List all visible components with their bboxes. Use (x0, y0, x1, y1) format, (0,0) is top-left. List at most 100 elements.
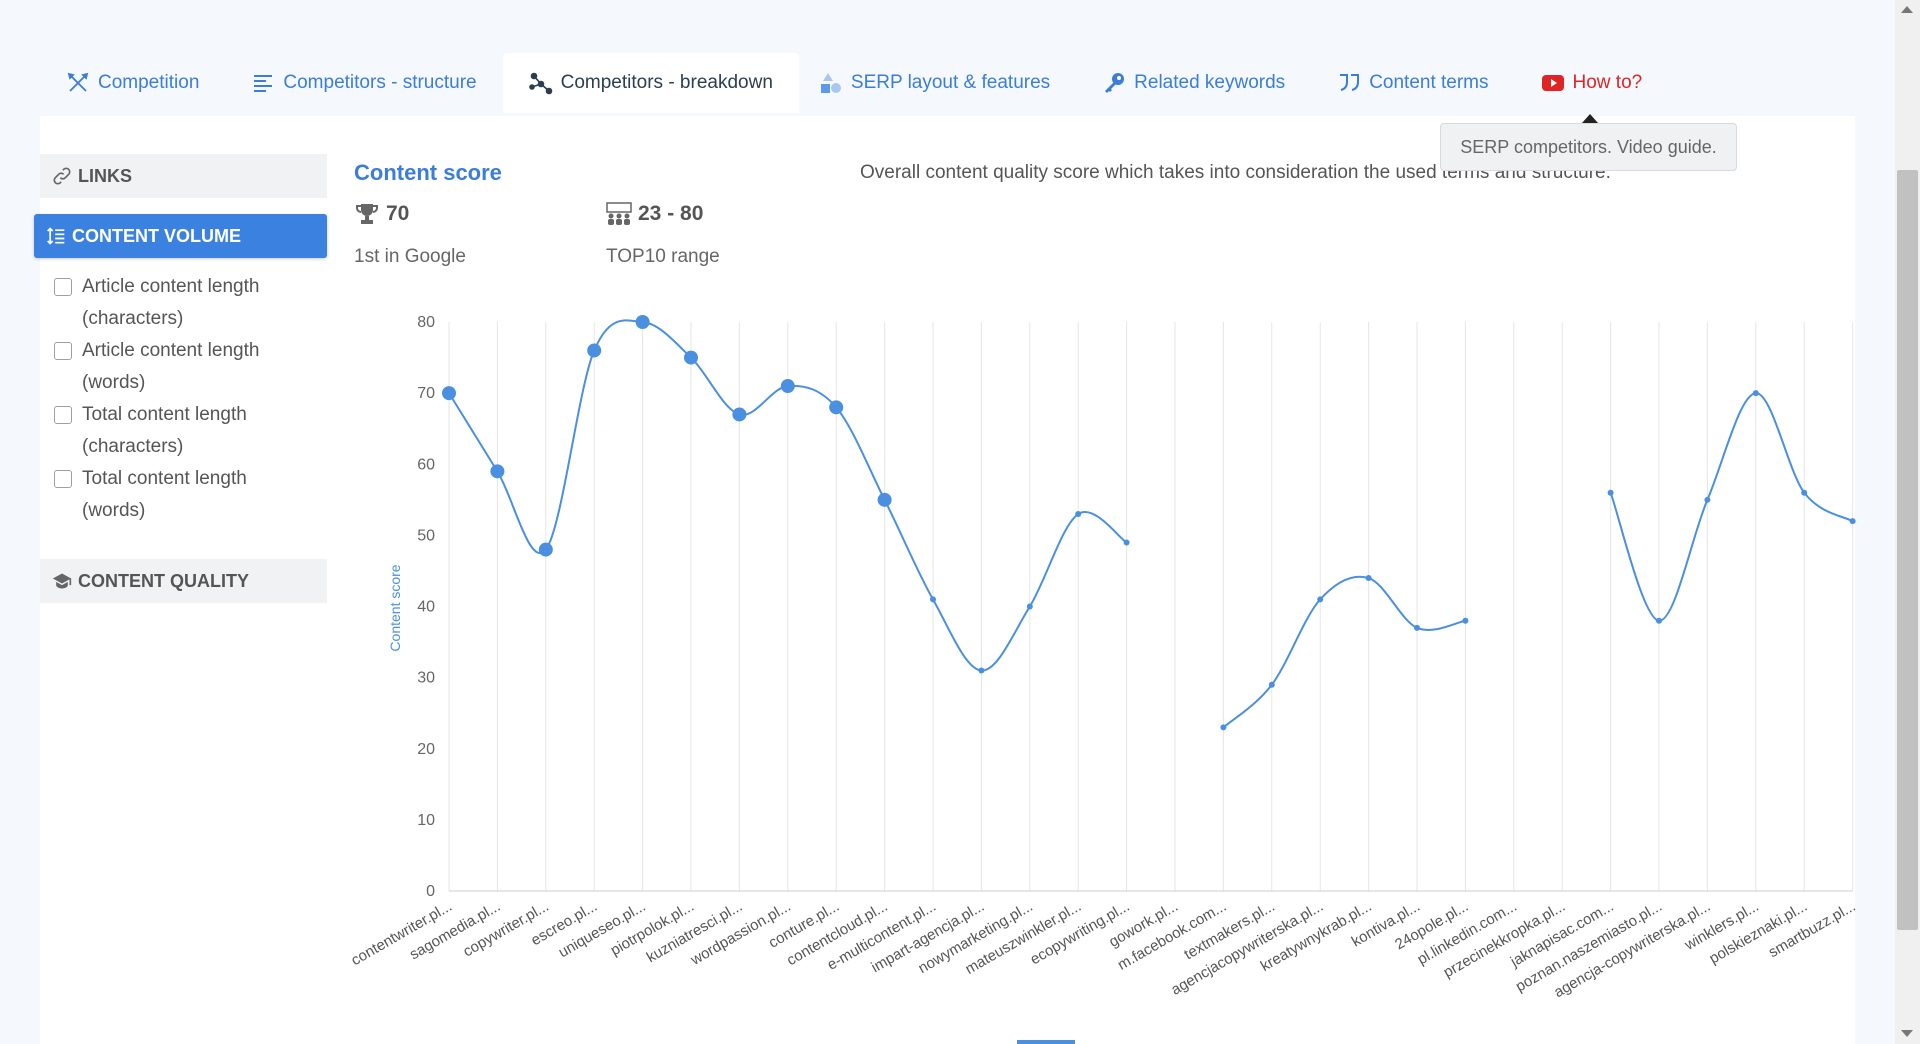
y-tick-label: 30 (417, 670, 435, 687)
first-value: 70 (386, 202, 410, 225)
option-line2: (characters) (82, 308, 184, 329)
range-value: 23 - 80 (638, 202, 704, 225)
link-icon (53, 167, 71, 185)
metric-title: Content score (354, 160, 502, 185)
y-tick-label: 0 (426, 883, 435, 900)
content-quality-section-button[interactable]: CONTENT QUALITY (40, 559, 327, 603)
option-article-words[interactable]: Article content length (words) (54, 335, 324, 399)
data-point (538, 542, 553, 557)
text-height-icon (47, 227, 65, 245)
scroll-up-arrow[interactable] (1901, 6, 1913, 13)
data-point (930, 596, 936, 603)
data-point (635, 315, 650, 329)
links-label: LINKS (78, 165, 132, 186)
data-point (684, 350, 698, 365)
data-point (1849, 518, 1856, 525)
data-point (490, 464, 505, 479)
trophy-icon (356, 204, 378, 224)
tools-icon (67, 72, 89, 92)
option-line1: Total content length (82, 468, 247, 489)
tab-bar: Competition Competitors - structure Comp… (40, 53, 1668, 113)
option-article-characters[interactable]: Article content length (characters) (54, 271, 324, 335)
y-tick-label: 10 (417, 812, 435, 829)
legend-swatch (1017, 1040, 1075, 1044)
option-total-words[interactable]: Total content length (words) (54, 463, 324, 527)
data-point (1075, 511, 1082, 518)
key-icon (1105, 73, 1125, 93)
first-label: 1st in Google (354, 246, 466, 267)
tab-label: Competitors - breakdown (560, 72, 773, 93)
data-point (1656, 617, 1662, 624)
first-in-google-stat: 70 (354, 202, 409, 226)
series-line (1222, 575, 1466, 729)
youtube-icon (1541, 75, 1564, 91)
y-axis-label: Content score (387, 564, 403, 651)
option-line1: Article content length (82, 340, 260, 361)
y-tick-label: 80 (417, 314, 435, 331)
quote-icon (1340, 74, 1360, 91)
links-section-button[interactable]: LINKS (40, 154, 327, 198)
y-tick-label: 50 (417, 527, 435, 544)
data-point (877, 492, 892, 507)
tooltip-arrow (1582, 114, 1598, 123)
data-point (587, 343, 602, 358)
checkbox[interactable] (54, 342, 72, 360)
top10-range-stat: 23 - 80 (606, 202, 703, 226)
option-total-characters[interactable]: Total content length (characters) (54, 399, 324, 463)
scroll-down-arrow[interactable] (1901, 1030, 1913, 1037)
checkbox[interactable] (54, 470, 72, 488)
data-point (1268, 681, 1275, 688)
tab-competitors-structure[interactable]: Competitors - structure (225, 53, 502, 113)
data-point (1414, 624, 1420, 631)
checkbox[interactable] (54, 406, 72, 424)
data-point (1365, 575, 1372, 582)
data-point (1123, 539, 1130, 546)
tab-competitors-breakdown[interactable]: Competitors - breakdown (502, 53, 799, 113)
graph-nodes-icon (528, 72, 552, 95)
data-point (442, 386, 456, 401)
data-point (978, 667, 985, 674)
data-point (1704, 496, 1711, 503)
option-line2: (characters) (82, 436, 184, 457)
y-tick-label: 40 (417, 599, 435, 616)
data-point (1752, 390, 1759, 397)
data-point (1317, 596, 1324, 603)
content-volume-section-button[interactable]: CONTENT VOLUME (34, 214, 327, 258)
option-line1: Total content length (82, 404, 247, 425)
tab-content-terms[interactable]: Content terms (1311, 53, 1514, 113)
tab-competition[interactable]: Competition (40, 53, 225, 113)
range-label: TOP10 range (606, 246, 720, 267)
metric-description: Overall content quality score which take… (860, 162, 1611, 183)
scrollbar-thumb[interactable] (1897, 170, 1918, 930)
users-group-icon (606, 202, 632, 225)
breakdown-panel: LINKS CONTENT VOLUME Article content len… (34, 116, 1855, 1044)
option-line2: (words) (82, 372, 146, 393)
tab-label: Competition (98, 72, 200, 93)
tab-label: Related keywords (1134, 72, 1286, 93)
graduation-cap-icon (52, 573, 72, 589)
y-tick-label: 20 (417, 741, 435, 758)
checkbox[interactable] (54, 278, 72, 296)
data-point (1220, 724, 1227, 731)
content-volume-label: CONTENT VOLUME (72, 225, 241, 246)
tab-label: SERP layout & features (850, 72, 1051, 93)
data-point (1026, 603, 1033, 610)
data-point (732, 407, 747, 422)
content-quality-label: CONTENT QUALITY (78, 570, 249, 591)
option-line1: Article content length (82, 276, 260, 297)
tab-label: Content terms (1369, 72, 1489, 93)
shapes-icon (820, 73, 841, 93)
tab-label: How to? (1572, 72, 1643, 93)
data-point (1462, 617, 1469, 624)
y-tick-label: 60 (417, 456, 435, 473)
tab-how-to[interactable]: How to? (1515, 53, 1669, 113)
series-line (1609, 392, 1854, 622)
data-point (1607, 489, 1614, 496)
data-point (1801, 489, 1808, 496)
y-tick-label: 70 (417, 385, 435, 402)
data-point (780, 379, 795, 394)
tab-serp-layout[interactable]: SERP layout & features (799, 53, 1076, 113)
option-line2: (words) (82, 500, 146, 521)
tab-related-keywords[interactable]: Related keywords (1076, 53, 1311, 113)
